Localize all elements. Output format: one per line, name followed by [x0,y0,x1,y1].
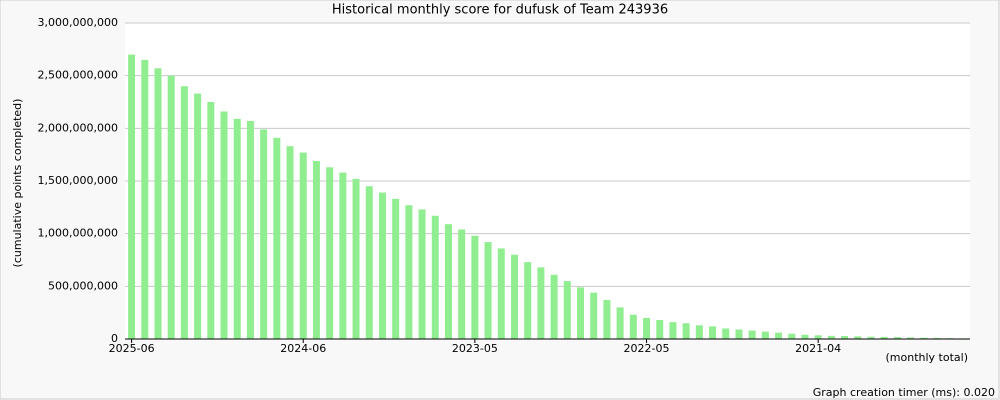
bar [510,254,518,339]
bar [603,300,611,339]
bar [299,152,307,339]
bar [326,167,334,339]
y-tick-label: 500,000,000 [48,279,118,292]
bar [405,205,413,339]
bar [907,337,915,339]
bar [577,287,585,339]
bar [471,235,479,339]
bar [920,337,928,339]
bar [128,54,136,339]
x-tick-label: 2025-06 [109,342,155,355]
bar [801,334,809,339]
x-tick-label: 2022-05 [624,342,670,355]
bar [788,333,796,339]
bar [233,118,241,339]
bar [378,192,386,339]
bar [167,75,175,340]
bar [841,336,849,339]
bar [643,317,651,339]
bar [180,86,188,339]
bar [207,102,215,339]
bar [761,331,769,339]
bar [537,267,545,339]
bar [444,224,452,339]
bar [392,198,400,339]
bar [220,111,228,339]
bar [154,68,162,339]
y-tick-label: 0 [111,332,118,345]
bar [194,93,202,339]
bar [312,160,320,339]
bar [880,336,888,339]
bar [616,307,624,339]
bar [893,337,901,339]
bar [590,292,598,339]
bar [748,330,756,339]
bar [709,326,717,339]
bar [722,328,730,339]
bar [365,186,373,339]
chart-title: Historical monthly score for dufusk of T… [332,3,668,18]
x-tick-label: 2023-05 [452,342,498,355]
y-tick-label: 1,000,000,000 [38,227,118,240]
bar [933,337,941,339]
y-tick-label: 3,000,000,000 [38,16,118,29]
bar [775,332,783,339]
bar [260,129,268,339]
bar [550,274,558,339]
x-axis-label: (monthly total) [886,351,969,364]
bar [735,329,743,339]
bar [431,215,439,339]
bar [629,314,637,339]
bar [524,262,532,339]
bar [656,320,664,339]
bar [814,335,822,339]
bar [273,137,281,339]
footer: Graph creation timer (ms): 0.020 [813,386,995,399]
y-tick-label: 2,500,000,000 [38,69,118,82]
x-tick-label: 2024-06 [280,342,326,355]
bar [339,172,347,339]
y-tick-label: 2,000,000,000 [38,121,118,134]
bar [418,209,426,339]
bar [563,281,571,339]
bar [141,59,149,339]
bar [352,178,360,339]
x-tick-label: 2021-04 [795,342,841,355]
y-tick-label: 1,500,000,000 [38,174,118,187]
y-axis-label: (cumulative points completed) [11,99,24,268]
bar [497,248,505,339]
bar [682,323,690,339]
bar [286,146,294,339]
bar [867,336,875,339]
bar [484,242,492,339]
bar [458,229,466,339]
bar [669,322,677,339]
bar [854,336,862,339]
bar [695,325,703,339]
bar [246,120,254,340]
bar [827,335,835,339]
